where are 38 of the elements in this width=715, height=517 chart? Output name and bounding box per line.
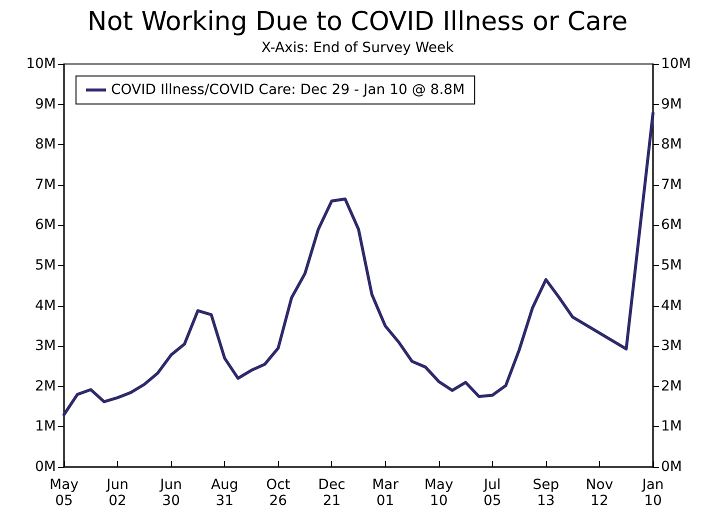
y-tick-label: 4M (35, 298, 56, 314)
y2-tick-label: 0M (661, 459, 682, 475)
x-tick-label: Sep 13 (532, 477, 560, 509)
x-tick-label: Jul 05 (482, 477, 502, 509)
y2-tick-label: 3M (661, 338, 682, 354)
y2-tick-label: 8M (661, 136, 682, 153)
y-tick-label: 8M (35, 136, 56, 153)
y-tick-label: 3M (35, 338, 56, 354)
legend-label: COVID Illness/COVID Care: Dec 29 - Jan 10 @ 8.8M (111, 82, 465, 98)
y2-tick-label: 4M (661, 298, 682, 314)
y-tick-label: 0M (35, 459, 56, 475)
x-tick-label: Mar 01 (372, 477, 399, 509)
y2-tick-label: 6M (661, 217, 682, 234)
y2-tick-label: 5M (661, 258, 682, 274)
x-tick-label: Aug 31 (210, 477, 238, 509)
x-tick-label: Nov 12 (586, 477, 614, 509)
y2-tick-label: 7M (661, 176, 682, 193)
y2-tick-label: 2M (661, 378, 682, 394)
x-tick-label: Jan 10 (641, 477, 664, 509)
y-tick-label: 1M (35, 418, 56, 435)
x-tick-label: Jun 02 (106, 477, 128, 509)
y2-tick-label: 9M (661, 96, 682, 112)
line-series (62, 112, 654, 416)
chart-title: Not Working Due to COVID Illness or Care (87, 7, 628, 37)
chart-subtitle: X-Axis: End of Survey Week (261, 40, 455, 56)
y-tick-label: 10M (26, 56, 56, 72)
x-tick-label: Jun 30 (159, 477, 182, 509)
y-tick-label: 9M (35, 96, 56, 112)
x-tick-label: Dec 21 (318, 477, 346, 509)
y-tick-label: 7M (35, 176, 56, 193)
y-tick-label: 6M (35, 217, 56, 234)
x-tick-label: Oct 26 (266, 477, 291, 509)
x-tick-label: May 05 (50, 477, 78, 509)
x-tick-label: May 10 (424, 477, 454, 509)
y-tick-label: 5M (35, 258, 56, 274)
y2-tick-label: 1M (661, 418, 682, 435)
y-tick-label: 2M (35, 378, 56, 394)
y2-tick-label: 10M (661, 56, 691, 72)
